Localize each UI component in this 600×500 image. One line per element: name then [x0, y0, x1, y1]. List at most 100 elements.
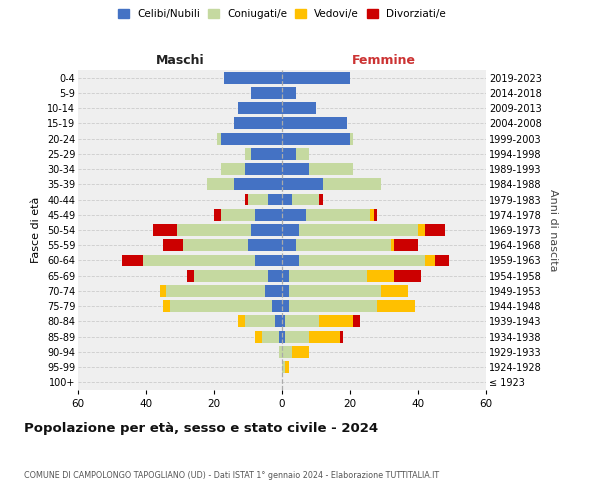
Bar — [282, 254, 299, 266]
Bar — [282, 346, 292, 358]
Bar — [251, 224, 282, 236]
Bar — [435, 254, 449, 266]
Bar — [262, 330, 278, 342]
Bar — [306, 209, 370, 220]
Bar — [370, 209, 374, 220]
Bar — [374, 209, 377, 220]
Bar — [221, 209, 255, 220]
Bar — [286, 330, 309, 342]
Bar — [238, 102, 282, 114]
Bar — [282, 285, 289, 297]
Bar — [286, 316, 319, 328]
Bar — [275, 316, 282, 328]
Bar — [143, 254, 255, 266]
Bar — [282, 102, 316, 114]
Bar — [394, 270, 421, 281]
Bar — [292, 194, 319, 205]
Bar — [299, 254, 425, 266]
Bar — [255, 254, 282, 266]
Bar — [224, 72, 282, 84]
Bar — [268, 270, 282, 281]
Bar — [194, 270, 268, 281]
Bar — [214, 209, 221, 220]
Bar — [282, 330, 286, 342]
Bar — [282, 118, 347, 130]
Bar — [286, 361, 289, 373]
Bar — [350, 132, 353, 144]
Bar — [238, 316, 245, 328]
Bar — [340, 330, 343, 342]
Bar — [255, 209, 282, 220]
Bar — [418, 224, 425, 236]
Bar — [272, 300, 282, 312]
Bar — [380, 285, 408, 297]
Bar — [353, 316, 360, 328]
Bar — [184, 240, 248, 251]
Bar — [176, 224, 251, 236]
Bar — [248, 240, 282, 251]
Bar — [377, 300, 415, 312]
Bar — [282, 361, 286, 373]
Bar — [160, 285, 166, 297]
Bar — [289, 300, 377, 312]
Bar — [309, 330, 340, 342]
Bar — [289, 285, 380, 297]
Text: Popolazione per età, sesso e stato civile - 2024: Popolazione per età, sesso e stato civil… — [24, 422, 378, 435]
Bar — [292, 346, 309, 358]
Bar — [255, 330, 262, 342]
Bar — [282, 316, 286, 328]
Bar — [282, 132, 350, 144]
Bar — [319, 194, 323, 205]
Bar — [278, 330, 282, 342]
Bar — [282, 72, 350, 84]
Bar — [217, 132, 221, 144]
Bar — [282, 240, 296, 251]
Bar — [282, 178, 323, 190]
Bar — [265, 285, 282, 297]
Bar — [122, 254, 143, 266]
Bar — [221, 163, 245, 175]
Bar — [425, 224, 445, 236]
Bar — [367, 270, 394, 281]
Bar — [207, 178, 235, 190]
Legend: Celibi/Nubili, Coniugati/e, Vedovi/e, Divorziati/e: Celibi/Nubili, Coniugati/e, Vedovi/e, Di… — [114, 5, 450, 24]
Y-axis label: Fasce di età: Fasce di età — [31, 197, 41, 263]
Text: Maschi: Maschi — [155, 54, 205, 68]
Bar — [245, 163, 282, 175]
Bar — [251, 87, 282, 99]
Bar — [323, 178, 380, 190]
Text: Femmine: Femmine — [352, 54, 416, 68]
Bar — [282, 270, 289, 281]
Y-axis label: Anni di nascita: Anni di nascita — [548, 188, 559, 271]
Bar — [394, 240, 418, 251]
Bar — [282, 194, 292, 205]
Bar — [235, 118, 282, 130]
Bar — [282, 300, 289, 312]
Bar — [289, 270, 367, 281]
Bar — [282, 224, 299, 236]
Bar — [245, 148, 251, 160]
Bar — [235, 178, 282, 190]
Bar — [282, 87, 296, 99]
Bar — [309, 163, 353, 175]
Bar — [251, 148, 282, 160]
Bar — [170, 300, 272, 312]
Bar — [221, 132, 282, 144]
Bar — [163, 300, 170, 312]
Bar — [391, 240, 394, 251]
Bar — [245, 194, 248, 205]
Bar — [296, 148, 309, 160]
Bar — [278, 346, 282, 358]
Bar — [268, 194, 282, 205]
Bar — [153, 224, 176, 236]
Bar — [166, 285, 265, 297]
Bar — [282, 209, 306, 220]
Bar — [296, 240, 391, 251]
Bar — [282, 163, 309, 175]
Bar — [299, 224, 418, 236]
Bar — [245, 316, 275, 328]
Bar — [163, 240, 184, 251]
Bar — [282, 148, 296, 160]
Bar — [425, 254, 435, 266]
Text: COMUNE DI CAMPOLONGO TAPOGLIANO (UD) - Dati ISTAT 1° gennaio 2024 - Elaborazione: COMUNE DI CAMPOLONGO TAPOGLIANO (UD) - D… — [24, 471, 439, 480]
